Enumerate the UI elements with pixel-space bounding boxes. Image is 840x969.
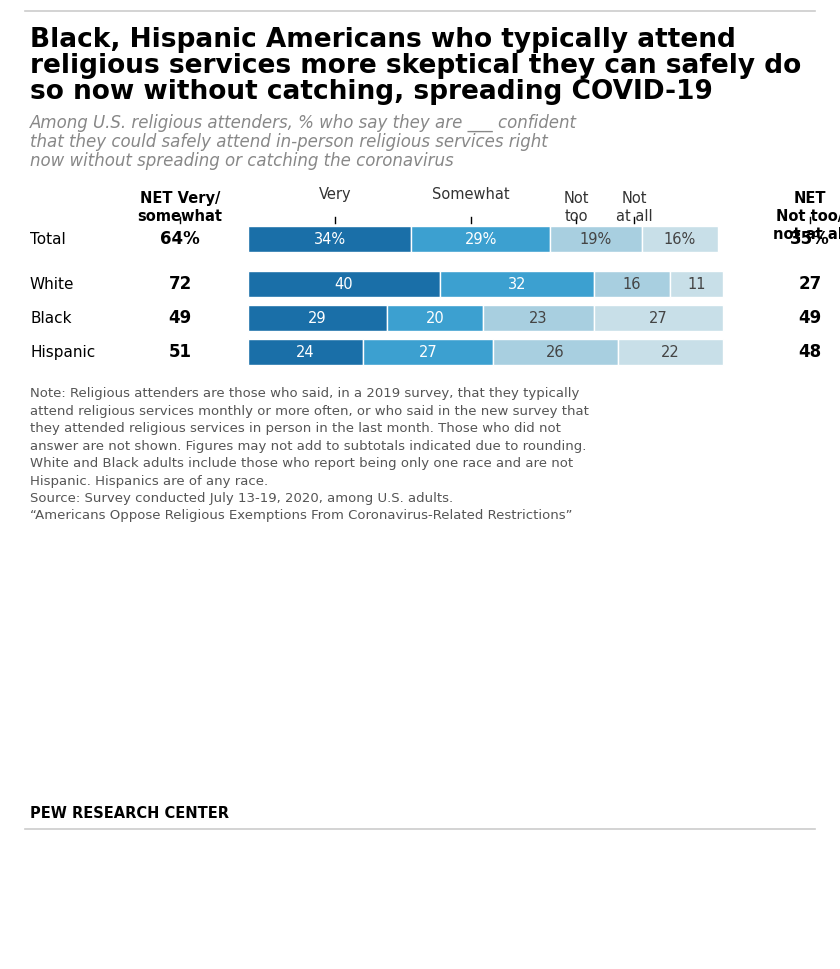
Text: 32: 32 bbox=[507, 276, 526, 292]
Text: 29: 29 bbox=[308, 310, 327, 326]
Bar bbox=[617, 339, 723, 365]
Text: religious services more skeptical they can safely do: religious services more skeptical they c… bbox=[30, 53, 801, 79]
Text: 27: 27 bbox=[418, 345, 438, 359]
Text: so now without catching, spreading COVID-19: so now without catching, spreading COVID… bbox=[30, 79, 713, 105]
Text: “Americans Oppose Religious Exemptions From Coronavirus-Related Restrictions”: “Americans Oppose Religious Exemptions F… bbox=[30, 510, 573, 522]
Text: White: White bbox=[30, 276, 75, 292]
Text: 40: 40 bbox=[334, 276, 354, 292]
Bar bbox=[550, 226, 642, 252]
Text: answer are not shown. Figures may not add to subtotals indicated due to rounding: answer are not shown. Figures may not ad… bbox=[30, 440, 586, 453]
Bar bbox=[594, 271, 670, 297]
Text: Among U.S. religious attenders, % who say they are ___ confident: Among U.S. religious attenders, % who sa… bbox=[30, 114, 577, 132]
Bar bbox=[440, 271, 594, 297]
Text: Source: Survey conducted July 13-19, 2020, among U.S. adults.: Source: Survey conducted July 13-19, 202… bbox=[30, 492, 453, 505]
Bar bbox=[387, 305, 483, 331]
Text: Not
too: Not too bbox=[564, 191, 589, 224]
Bar bbox=[493, 339, 617, 365]
Text: 26: 26 bbox=[546, 345, 564, 359]
Text: they attended religious services in person in the last month. Those who did not: they attended religious services in pers… bbox=[30, 422, 561, 435]
Text: 48: 48 bbox=[799, 343, 822, 361]
Text: NET
Not too/
not at all: NET Not too/ not at all bbox=[773, 191, 840, 242]
Text: now without spreading or catching the coronavirus: now without spreading or catching the co… bbox=[30, 152, 454, 170]
Text: 64%: 64% bbox=[160, 230, 200, 248]
Text: Black: Black bbox=[30, 310, 71, 326]
Text: 27: 27 bbox=[798, 275, 822, 293]
Bar bbox=[363, 339, 493, 365]
Text: Not
at all: Not at all bbox=[616, 191, 653, 224]
Text: 51: 51 bbox=[169, 343, 192, 361]
Text: Total: Total bbox=[30, 232, 66, 246]
Text: that they could safely attend in-person religious services right: that they could safely attend in-person … bbox=[30, 133, 548, 151]
Text: 20: 20 bbox=[426, 310, 444, 326]
Text: White and Black adults include those who report being only one race and are not: White and Black adults include those who… bbox=[30, 457, 573, 470]
Text: PEW RESEARCH CENTER: PEW RESEARCH CENTER bbox=[30, 806, 229, 821]
Bar bbox=[248, 305, 387, 331]
Text: 16%: 16% bbox=[664, 232, 696, 246]
Text: 29%: 29% bbox=[465, 232, 497, 246]
Bar bbox=[412, 226, 550, 252]
Bar bbox=[248, 226, 412, 252]
Text: 35%: 35% bbox=[790, 230, 830, 248]
Text: Note: Religious attenders are those who said, in a 2019 survey, that they typica: Note: Religious attenders are those who … bbox=[30, 387, 580, 400]
Text: 11: 11 bbox=[688, 276, 706, 292]
Text: Hispanic: Hispanic bbox=[30, 345, 95, 359]
Text: Black, Hispanic Americans who typically attend: Black, Hispanic Americans who typically … bbox=[30, 27, 736, 53]
Text: 22: 22 bbox=[661, 345, 680, 359]
Bar bbox=[248, 271, 440, 297]
Bar bbox=[642, 226, 718, 252]
Text: 16: 16 bbox=[622, 276, 641, 292]
Text: 49: 49 bbox=[798, 309, 822, 327]
Text: 24: 24 bbox=[297, 345, 315, 359]
Text: attend religious services monthly or more often, or who said in the new survey t: attend religious services monthly or mor… bbox=[30, 404, 589, 418]
Text: 27: 27 bbox=[649, 310, 668, 326]
Bar bbox=[594, 305, 723, 331]
Text: 34%: 34% bbox=[313, 232, 346, 246]
Text: Hispanic. Hispanics are of any race.: Hispanic. Hispanics are of any race. bbox=[30, 475, 268, 487]
Text: 72: 72 bbox=[168, 275, 192, 293]
Text: NET Very/
somewhat: NET Very/ somewhat bbox=[138, 191, 223, 224]
Bar bbox=[483, 305, 594, 331]
Text: 19%: 19% bbox=[580, 232, 612, 246]
Text: 23: 23 bbox=[529, 310, 548, 326]
Bar bbox=[248, 339, 363, 365]
Text: Very: Very bbox=[318, 187, 351, 202]
Text: 49: 49 bbox=[168, 309, 192, 327]
Bar bbox=[670, 271, 723, 297]
Text: Somewhat: Somewhat bbox=[433, 187, 510, 202]
